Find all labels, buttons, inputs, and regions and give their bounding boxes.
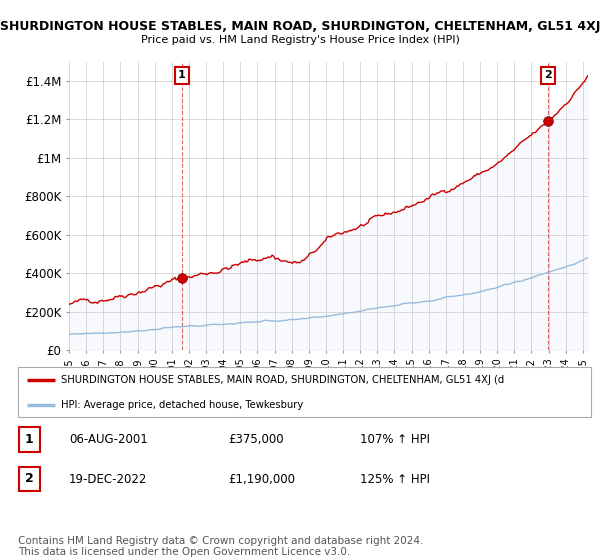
Text: 2: 2 [544,70,552,80]
Text: 1: 1 [178,70,186,80]
FancyBboxPatch shape [19,427,40,452]
Text: 19-DEC-2022: 19-DEC-2022 [69,473,148,486]
Text: 2: 2 [25,473,34,486]
FancyBboxPatch shape [19,466,40,492]
Text: 06-AUG-2001: 06-AUG-2001 [69,433,148,446]
Text: 125% ↑ HPI: 125% ↑ HPI [360,473,430,486]
Text: SHURDINGTON HOUSE STABLES, MAIN ROAD, SHURDINGTON, CHELTENHAM, GL51 4XJ (d: SHURDINGTON HOUSE STABLES, MAIN ROAD, SH… [61,375,504,385]
Text: SHURDINGTON HOUSE STABLES, MAIN ROAD, SHURDINGTON, CHELTENHAM, GL51 4XJ: SHURDINGTON HOUSE STABLES, MAIN ROAD, SH… [0,20,600,32]
Text: £375,000: £375,000 [228,433,284,446]
Text: £1,190,000: £1,190,000 [228,473,295,486]
Text: Price paid vs. HM Land Registry's House Price Index (HPI): Price paid vs. HM Land Registry's House … [140,35,460,45]
Text: Contains HM Land Registry data © Crown copyright and database right 2024.
This d: Contains HM Land Registry data © Crown c… [18,535,424,557]
Text: HPI: Average price, detached house, Tewkesbury: HPI: Average price, detached house, Tewk… [61,400,303,410]
Text: 1: 1 [25,433,34,446]
Text: 107% ↑ HPI: 107% ↑ HPI [360,433,430,446]
